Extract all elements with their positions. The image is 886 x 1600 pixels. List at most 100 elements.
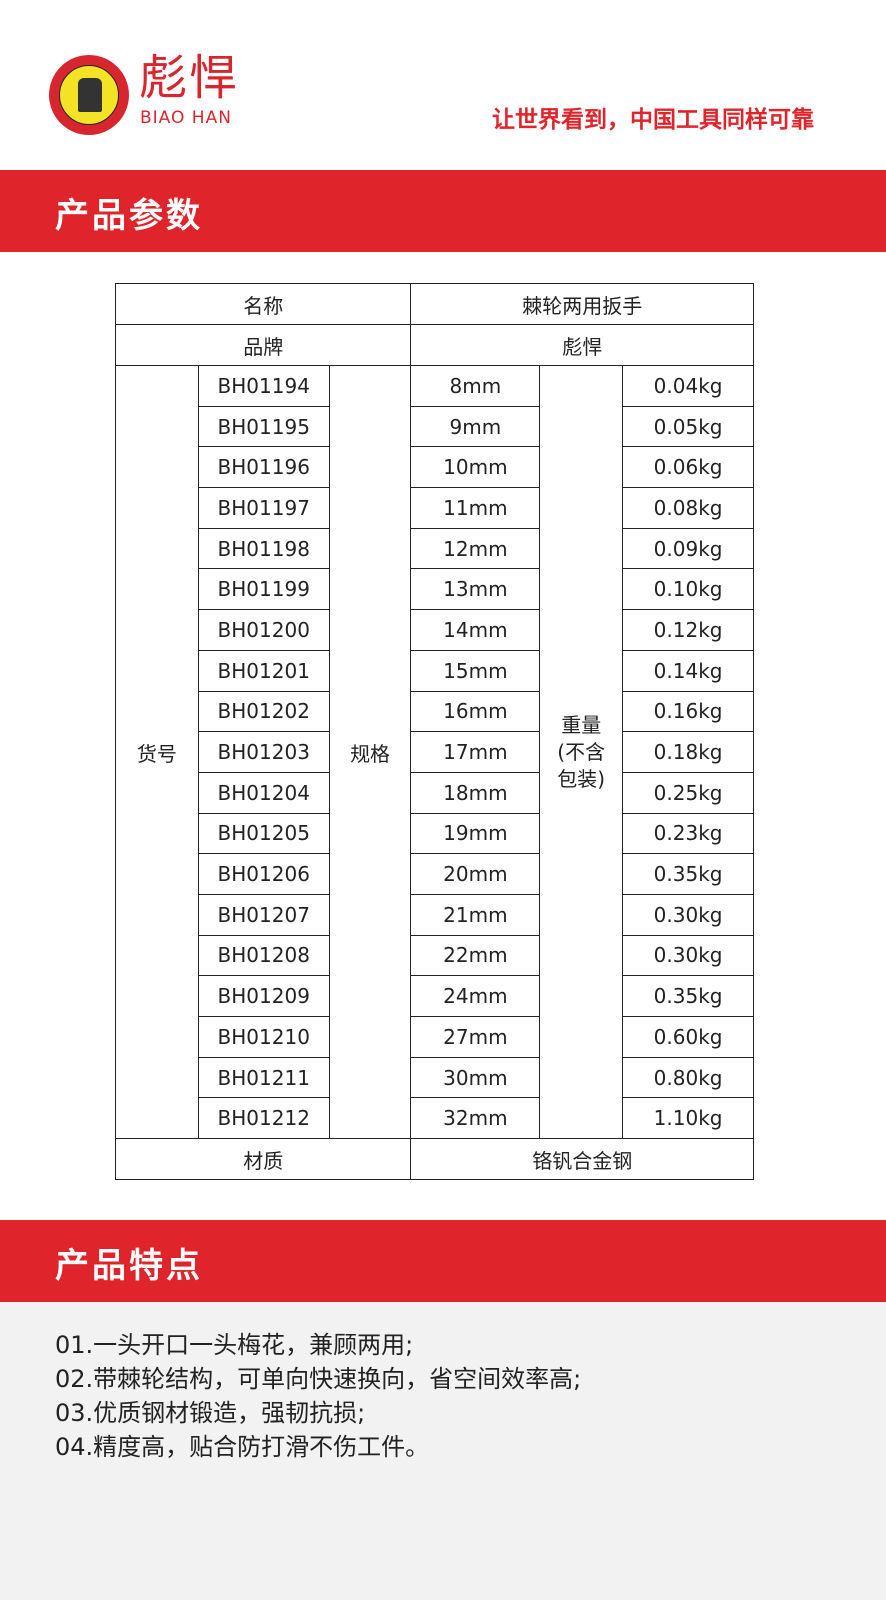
features-section-header: 产品特点 — [0, 1220, 886, 1302]
table-row: BH01201 15mm 0.14kg — [116, 649, 754, 692]
table-row: BH01211 30mm 0.80kg — [116, 1056, 754, 1099]
weight-cell: 0.16kg — [622, 690, 754, 733]
material-value: 铬钒合金钢 — [410, 1138, 754, 1181]
model-cell: BH01210 — [197, 1016, 330, 1058]
material-label: 材质 — [114, 1138, 412, 1181]
table-row: 材质 铬钒合金钢 — [114, 1138, 754, 1181]
weight-cell: 0.23kg — [622, 812, 754, 855]
spec-cell: 9mm — [410, 405, 541, 448]
feature-item: 02.带棘轮结构，可单向快速换向，省空间效率高; — [55, 1365, 582, 1393]
brand-emblem-icon — [49, 55, 129, 135]
weight-cell: 0.09kg — [622, 527, 754, 570]
table-row: BH01200 14mm 0.12kg — [116, 609, 754, 651]
table-row: 品牌 彪悍 — [114, 324, 754, 366]
model-cell: BH01209 — [197, 975, 330, 1017]
weight-cell: 0.14kg — [622, 649, 754, 692]
weight-label: 重量(不含包装) — [539, 364, 624, 1140]
table-row: BH01199 13mm 0.10kg — [116, 568, 754, 611]
weight-cell: 0.06kg — [622, 446, 754, 489]
model-cell: BH01201 — [197, 649, 330, 692]
weight-cell: 0.08kg — [622, 487, 754, 529]
model-cell: BH01198 — [197, 527, 330, 570]
model-cell: BH01202 — [197, 690, 330, 733]
weight-cell: 0.04kg — [622, 365, 754, 407]
brand-label: 品牌 — [114, 324, 412, 366]
table-row: BH01204 18mm 0.25kg — [116, 771, 754, 814]
weight-cell: 0.30kg — [622, 893, 754, 936]
table-row: BH01209 24mm 0.35kg — [116, 975, 754, 1017]
spec-cell: 21mm — [410, 893, 541, 936]
table-row: BH01202 16mm 0.16kg — [116, 690, 754, 733]
table-row: BH01212 32mm 1.10kg — [116, 1097, 754, 1140]
feature-item: 03.优质钢材锻造，强韧抗损; — [55, 1399, 366, 1427]
spec-cell: 15mm — [410, 649, 541, 692]
model-cell: BH01203 — [197, 731, 330, 773]
model-cell: BH01200 — [197, 609, 330, 651]
spec-cell: 20mm — [410, 853, 541, 895]
table-row: 货号 BH01194 规格 8mm 重量(不含包装) 0.04kg — [115, 364, 754, 1140]
table-row: BH01198 12mm 0.09kg — [116, 527, 754, 570]
brand-name-en: BIAO HAN — [140, 108, 232, 128]
spec-cell: 17mm — [410, 731, 541, 773]
section-title: 产品参数 — [55, 196, 203, 236]
spec-cell: 30mm — [410, 1056, 541, 1099]
features-list-panel: 01.一头开口一头梅花，兼顾两用; 02.带棘轮结构，可单向快速换向，省空间效率高… — [0, 1302, 886, 1600]
feature-item: 04.精度高，贴合防打滑不伤工件。 — [55, 1433, 430, 1461]
spec-cell: 14mm — [410, 609, 541, 651]
table-row: BH01206 20mm 0.35kg — [116, 853, 754, 895]
spec-label: 规格 — [328, 364, 412, 1140]
model-cell: BH01206 — [197, 853, 330, 895]
spec-cell: 22mm — [410, 934, 541, 977]
table-row: BH01208 22mm 0.30kg — [116, 934, 754, 977]
spec-cell: 8mm — [410, 365, 541, 407]
spec-cell: 10mm — [410, 446, 541, 489]
weight-cell: 0.12kg — [622, 609, 754, 651]
spec-cell: 16mm — [410, 690, 541, 733]
spec-cell: 12mm — [410, 527, 541, 570]
spec-cell: 18mm — [410, 771, 541, 814]
brand-name-cn: 彪悍 — [139, 50, 240, 106]
model-cell: BH01194 — [197, 365, 330, 407]
table-row: BH01196 10mm 0.06kg — [116, 446, 754, 489]
weight-cell: 1.10kg — [622, 1097, 754, 1140]
weight-cell: 0.10kg — [622, 568, 754, 611]
spec-cell: 13mm — [410, 568, 541, 611]
weight-cell: 0.60kg — [622, 1016, 754, 1058]
weight-cell: 0.18kg — [622, 731, 754, 773]
table-row: BH01205 19mm 0.23kg — [116, 812, 754, 855]
table-row: BH01210 27mm 0.60kg — [116, 1016, 754, 1058]
model-cell: BH01212 — [197, 1097, 330, 1140]
spec-cell: 32mm — [410, 1097, 541, 1140]
model-cell: BH01208 — [197, 934, 330, 977]
spec-cell: 19mm — [410, 812, 541, 855]
spec-cell: 11mm — [410, 487, 541, 529]
model-cell: BH01195 — [197, 405, 330, 448]
weight-cell: 0.80kg — [622, 1056, 754, 1099]
weight-cell: 0.25kg — [622, 771, 754, 814]
model-cell: BH01197 — [197, 487, 330, 529]
spec-cell: 27mm — [410, 1016, 541, 1058]
spec-table: 名称 棘轮两用扳手 品牌 彪悍 货号 BH01194 规格 8mm 重量(不含包装) 0.… — [114, 283, 754, 1181]
model-cell: BH01211 — [197, 1056, 330, 1099]
weight-cell: 0.30kg — [622, 934, 754, 977]
table-row: BH01197 11mm 0.08kg — [116, 487, 754, 529]
section-title: 产品特点 — [55, 1246, 203, 1286]
brand-value: 彪悍 — [410, 324, 754, 366]
params-section-header: 产品参数 — [0, 170, 886, 252]
model-cell: BH01199 — [197, 568, 330, 611]
table-row: BH01207 21mm 0.30kg — [116, 893, 754, 936]
weight-cell: 0.35kg — [622, 975, 754, 1017]
model-cell: BH01196 — [197, 446, 330, 489]
table-row: 名称 棘轮两用扳手 — [114, 283, 754, 325]
table-row: BH01203 17mm 0.18kg — [116, 731, 754, 773]
page-header: 彪悍 BIAO HAN 让世界看到，中国工具同样可靠 — [0, 0, 886, 170]
name-value: 棘轮两用扳手 — [410, 283, 754, 325]
spec-cell: 24mm — [410, 975, 541, 1017]
model-cell: BH01207 — [197, 893, 330, 936]
table-row: BH01195 9mm 0.05kg — [116, 405, 754, 448]
name-label: 名称 — [114, 283, 412, 325]
slogan: 让世界看到，中国工具同样可靠 — [492, 107, 814, 133]
weight-cell: 0.05kg — [622, 405, 754, 448]
model-cell: BH01205 — [197, 812, 330, 855]
model-label: 货号 — [115, 364, 199, 1140]
